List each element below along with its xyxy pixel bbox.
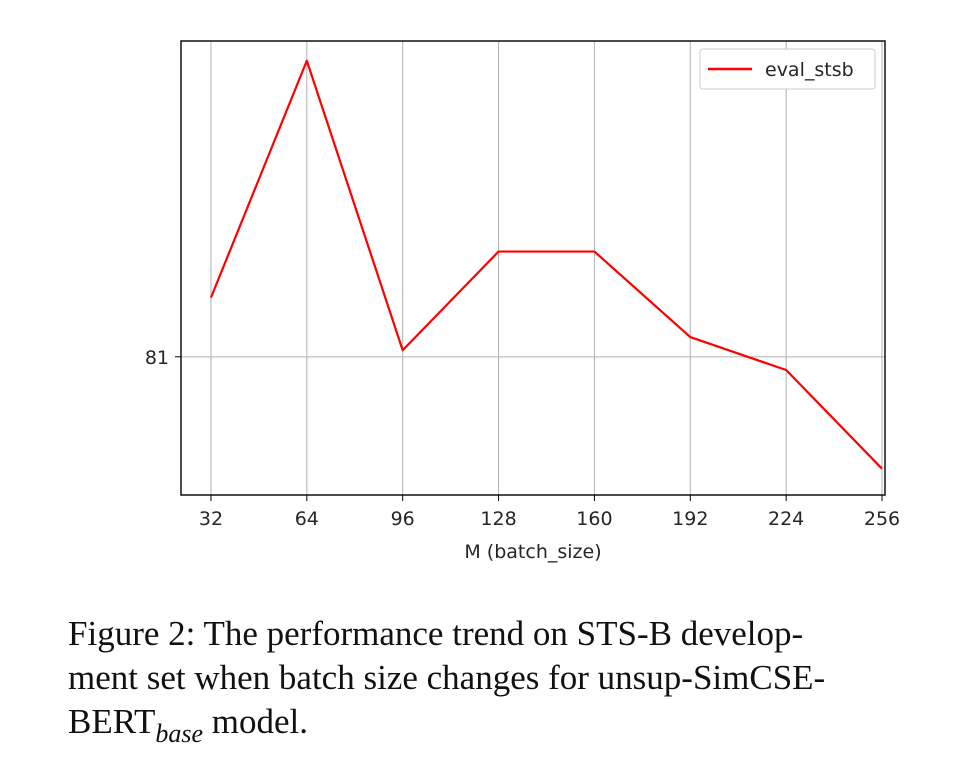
x-axis-label: M (batch_size) — [464, 541, 601, 563]
x-tick-label: 160 — [576, 508, 612, 530]
x-tick-label: 64 — [295, 508, 319, 530]
legend: eval_stsb — [699, 48, 876, 90]
caption-line-1: Figure 2: The performance trend on STS-B… — [68, 614, 804, 653]
grid-lines — [181, 41, 885, 495]
x-tick-label: 224 — [768, 508, 804, 530]
figure-caption: Figure 2: The performance trend on STS-B… — [68, 612, 948, 756]
legend-label: eval_stsb — [765, 59, 854, 81]
caption-subscript: base — [155, 719, 204, 748]
line-chart: 32 64 96 128 160 192 224 256 81 M (batch_size) … — [145, 40, 900, 563]
series-layer — [209, 59, 883, 470]
caption-line-3: BERTbase model. — [68, 702, 309, 748]
x-tick-label: 256 — [864, 508, 900, 530]
series-line-eval_stsb — [209, 59, 883, 470]
x-tick-label: 96 — [391, 508, 415, 530]
y-tick-label: 81 — [145, 347, 169, 369]
caption-model: model. — [203, 702, 309, 741]
caption-bert: BERT — [68, 702, 156, 741]
x-tick-label: 192 — [672, 508, 708, 530]
plot-frame — [180, 40, 886, 496]
legend-box — [699, 48, 876, 90]
x-tick-label: 32 — [199, 508, 223, 530]
y-ticks: 81 — [145, 347, 181, 369]
x-ticks: 32 64 96 128 160 192 224 256 — [199, 495, 900, 530]
caption-line-2: ment set when batch size changes for uns… — [68, 658, 826, 697]
x-tick-label: 128 — [480, 508, 516, 530]
